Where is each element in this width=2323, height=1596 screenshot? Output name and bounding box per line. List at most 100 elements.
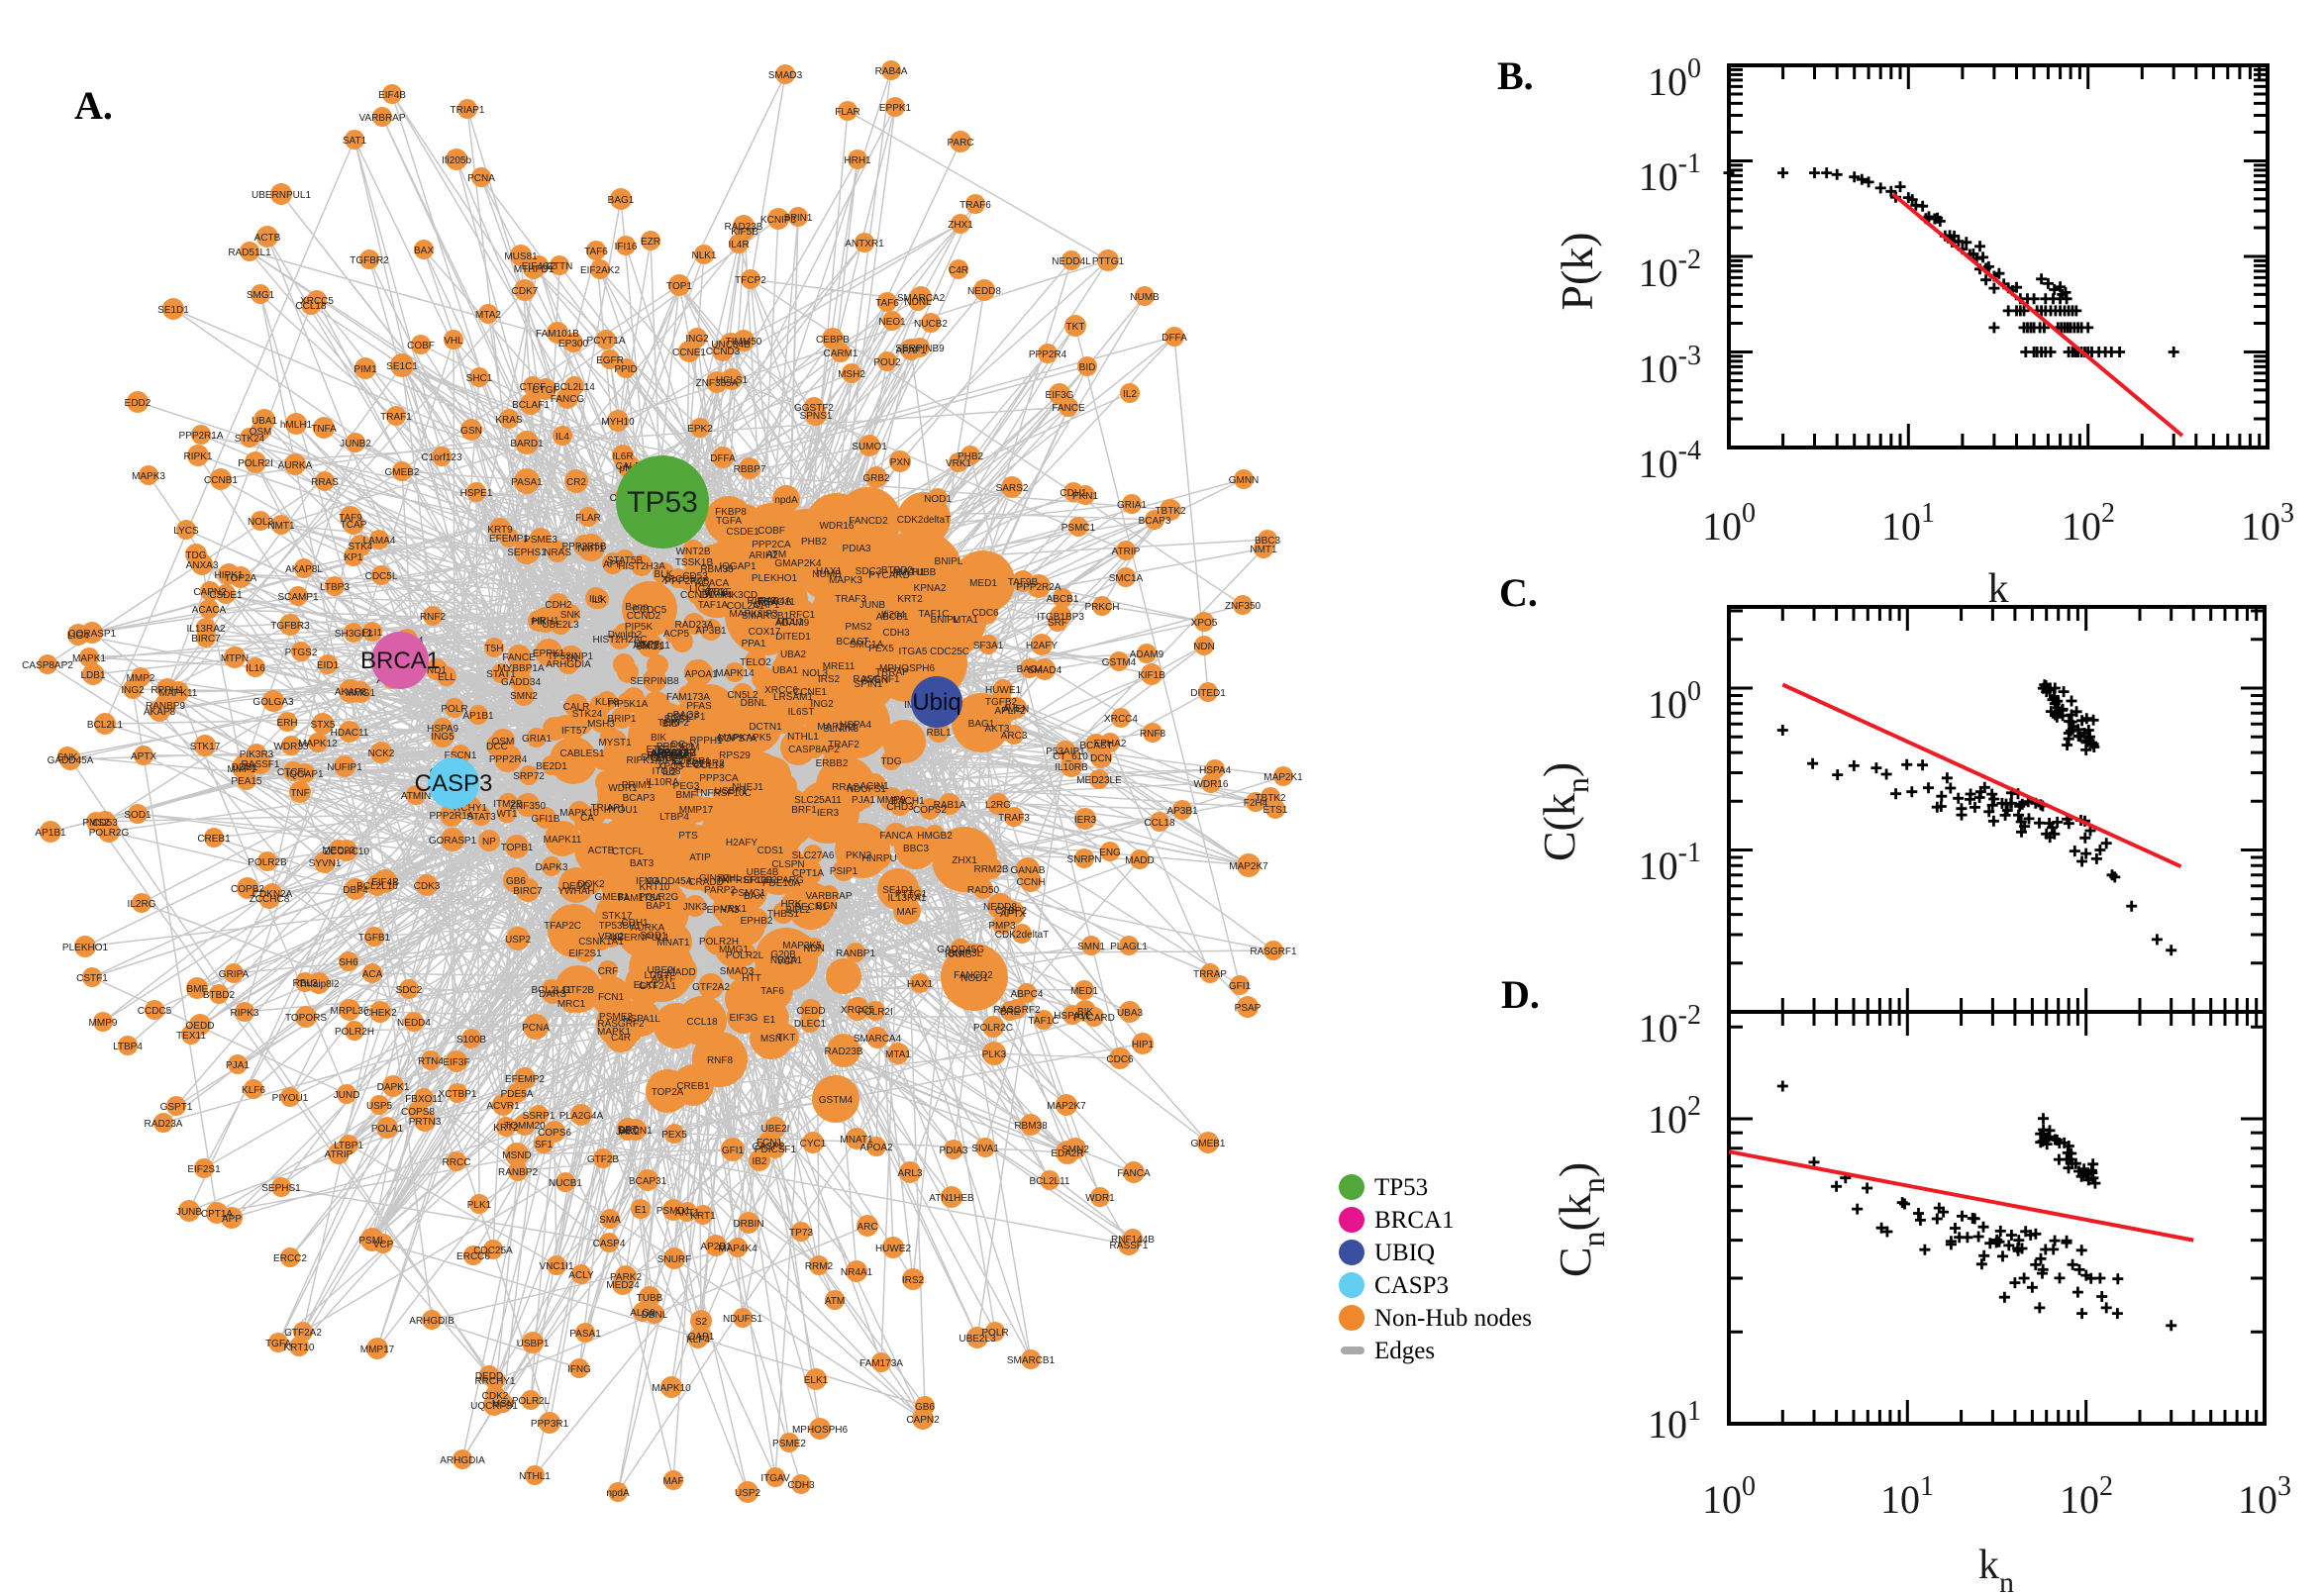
svg-text:POLR: POLR [981, 1328, 1008, 1339]
svg-text:PJA1: PJA1 [226, 1060, 250, 1071]
svg-text:PTTG1: PTTG1 [1092, 256, 1125, 267]
svg-text:NEDD4L: NEDD4L [1052, 256, 1091, 267]
svg-text:DCN: DCN [1090, 753, 1112, 764]
svg-text:POLR2H: POLR2H [335, 1027, 374, 1038]
svg-text:IFNG: IFNG [567, 1364, 591, 1375]
svg-text:NDNL: NDNL [904, 297, 932, 308]
svg-text:MMP17: MMP17 [679, 805, 714, 816]
svg-text:CASP2: CASP2 [753, 1142, 785, 1152]
svg-text:FAM175A: FAM175A [618, 893, 661, 904]
svg-text:VHL: VHL [444, 336, 463, 347]
svg-text:MCL1: MCL1 [777, 617, 804, 628]
svg-text:BRE: BRE [1000, 1007, 1021, 1018]
svg-text:RBL1: RBL1 [926, 728, 951, 739]
svg-text:MAPK10: MAPK10 [652, 1383, 691, 1394]
svg-text:CPT1A: CPT1A [201, 1209, 234, 1220]
svg-text:CCND3: CCND3 [706, 347, 741, 357]
svg-text:PPP2R4: PPP2R4 [489, 754, 528, 765]
svg-text:APAF1: APAF1 [896, 346, 927, 356]
svg-text:OSM: OSM [250, 427, 272, 438]
svg-text:HMGB2: HMGB2 [917, 831, 953, 842]
svg-text:HYOU1: HYOU1 [604, 805, 639, 816]
svg-text:EFEMP1: EFEMP1 [489, 534, 529, 545]
svg-text:A.: A. [74, 83, 113, 128]
svg-text:XRCC5: XRCC5 [661, 574, 695, 585]
svg-text:BRIP1: BRIP1 [608, 714, 637, 725]
svg-text:MAPK11: MAPK11 [159, 688, 198, 699]
svg-text:CCL18: CCL18 [1144, 818, 1175, 829]
svg-text:RRCC: RRCC [443, 1157, 471, 1168]
svg-text:VRK1: VRK1 [946, 458, 972, 469]
svg-text:GTF2A2: GTF2A2 [692, 982, 730, 993]
svg-text:EIF4G2: EIF4G2 [522, 261, 556, 272]
svg-text:NOD1: NOD1 [960, 973, 988, 984]
svg-text:EIF2AK2: EIF2AK2 [580, 265, 620, 276]
svg-text:ERCC2: ERCC2 [744, 875, 777, 886]
svg-text:KIF5B: KIF5B [731, 227, 758, 238]
svg-text:DRBIN: DRBIN [733, 1219, 763, 1230]
svg-text:CDH3: CDH3 [882, 628, 910, 639]
svg-text:DCC: DCC [486, 742, 508, 752]
svg-text:MAPK3: MAPK3 [132, 471, 165, 482]
svg-text:GADD34: GADD34 [501, 677, 541, 688]
svg-text:PIK: PIK [531, 617, 547, 628]
svg-text:PCNA: PCNA [522, 1023, 550, 1034]
svg-text:STX5: STX5 [310, 720, 335, 731]
svg-text:USP2: USP2 [735, 1488, 761, 1499]
svg-text:STK17: STK17 [602, 911, 633, 922]
svg-text:FCN1: FCN1 [757, 1138, 783, 1148]
svg-text:HDAC11: HDAC11 [331, 728, 369, 739]
svg-text:TP53: TP53 [1374, 1174, 1428, 1201]
svg-text:LAMA4: LAMA4 [363, 536, 396, 547]
svg-text:IRS2: IRS2 [818, 674, 841, 685]
svg-text:WDR16: WDR16 [819, 521, 854, 532]
svg-text:APP: APP [222, 1214, 242, 1225]
svg-text:HSPA1L: HSPA1L [623, 1014, 660, 1025]
svg-text:RRAS: RRAS [832, 782, 859, 793]
svg-text:ARL3: ARL3 [897, 1168, 922, 1179]
svg-text:IL10RA: IL10RA [646, 777, 679, 788]
svg-text:UBE2I: UBE2I [648, 965, 676, 976]
svg-text:NOL3: NOL3 [802, 668, 829, 679]
svg-text:MMP9: MMP9 [89, 1018, 118, 1029]
svg-text:PARG: PARG [776, 875, 804, 886]
svg-text:EGFR: EGFR [596, 355, 624, 366]
svg-text:UBE2L3: UBE2L3 [542, 620, 579, 631]
svg-text:SLNtrk3: SLNtrk3 [823, 724, 859, 735]
svg-text:LDB1: LDB1 [80, 670, 105, 681]
svg-text:PSIP1: PSIP1 [830, 866, 858, 877]
svg-text:PSME2: PSME2 [599, 1012, 633, 1023]
svg-text:RIPK2: RIPK2 [656, 756, 684, 767]
svg-text:EFEMP2: EFEMP2 [505, 1074, 545, 1085]
svg-text:MED24: MED24 [606, 1280, 640, 1291]
svg-text:BAX: BAX [414, 246, 434, 256]
svg-text:KRT9: KRT9 [487, 525, 513, 536]
svg-text:LYCS: LYCS [173, 526, 199, 537]
svg-text:ATIP: ATIP [689, 852, 711, 863]
svg-text:D.: D. [1501, 972, 1540, 1017]
svg-text:SMARCA4: SMARCA4 [854, 1034, 902, 1045]
svg-text:UBE2L3: UBE2L3 [959, 1334, 996, 1345]
svg-text:CASP8AP2: CASP8AP2 [22, 660, 73, 671]
svg-text:EP300: EP300 [558, 339, 588, 349]
svg-text:GFI1: GFI1 [722, 1146, 745, 1156]
svg-text:BRCA1: BRCA1 [1374, 1207, 1455, 1234]
svg-text:ACA: ACA [362, 969, 383, 980]
svg-text:RFC1: RFC1 [789, 610, 816, 621]
svg-text:PHB2: PHB2 [958, 451, 984, 462]
svg-text:POLR2G: POLR2G [89, 828, 130, 839]
svg-text:ZCCHC8: ZCCHC8 [250, 894, 290, 905]
svg-text:IL6: IL6 [589, 594, 603, 605]
svg-text:PPP2R1A: PPP2R1A [178, 431, 223, 442]
svg-text:IL13RA2: IL13RA2 [187, 624, 226, 635]
svg-text:MAP2K1: MAP2K1 [817, 722, 857, 733]
svg-text:CASP3: CASP3 [415, 770, 493, 797]
svg-text:MAPK1: MAPK1 [597, 1027, 631, 1038]
svg-text:MTA1: MTA1 [885, 1049, 911, 1060]
svg-text:CCNB1: CCNB1 [680, 590, 714, 601]
svg-text:USP7: USP7 [634, 640, 660, 650]
svg-text:EZR: EZR [641, 237, 660, 248]
svg-text:AURKA: AURKA [278, 460, 313, 471]
svg-text:RNF8: RNF8 [1140, 729, 1166, 740]
svg-text:GMEB1: GMEB1 [594, 892, 629, 903]
